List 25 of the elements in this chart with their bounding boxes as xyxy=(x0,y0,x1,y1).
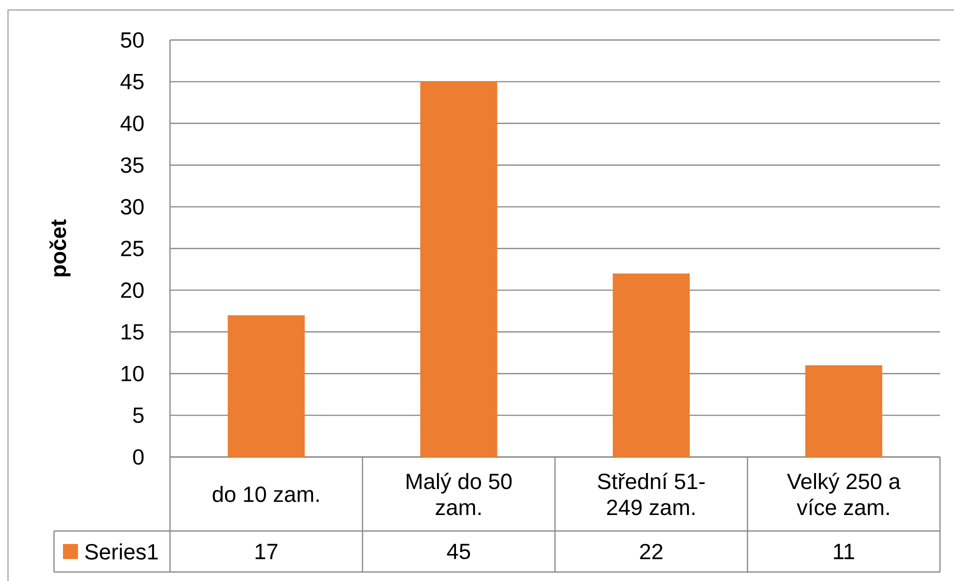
y-tick-label: 50 xyxy=(120,32,144,48)
bar xyxy=(612,274,690,457)
x-tick-label: Velký 250 a více zam. xyxy=(786,472,901,516)
x-tick-label: Střední 51-249 zam. xyxy=(598,472,705,516)
y-tick-label: 25 xyxy=(121,240,144,256)
legend-label: Series1 xyxy=(85,543,158,560)
bar xyxy=(228,315,305,457)
y-axis-title: počet xyxy=(50,219,70,276)
bar xyxy=(420,82,498,457)
y-tick-label: 40 xyxy=(120,116,144,132)
x-tick-label: Malý do 50 zam. xyxy=(406,472,512,516)
y-tick-label: 35 xyxy=(120,157,144,173)
y-tick-label: 45 xyxy=(120,74,144,90)
y-tick-label: 15 xyxy=(122,324,144,340)
y-tick-label: 20 xyxy=(121,282,144,298)
y-tick-label: 10 xyxy=(122,366,144,382)
data-label: 17 xyxy=(256,544,278,560)
data-label: 45 xyxy=(447,544,470,560)
y-tick-label: 30 xyxy=(120,199,144,215)
data-label: 22 xyxy=(640,544,662,560)
y-tick-label: 5 xyxy=(133,408,144,423)
y-tick-label: 0 xyxy=(133,449,144,465)
bar xyxy=(805,365,882,457)
data-label: 11 xyxy=(834,544,854,560)
x-tick-label: do 10 zam. xyxy=(212,486,319,502)
